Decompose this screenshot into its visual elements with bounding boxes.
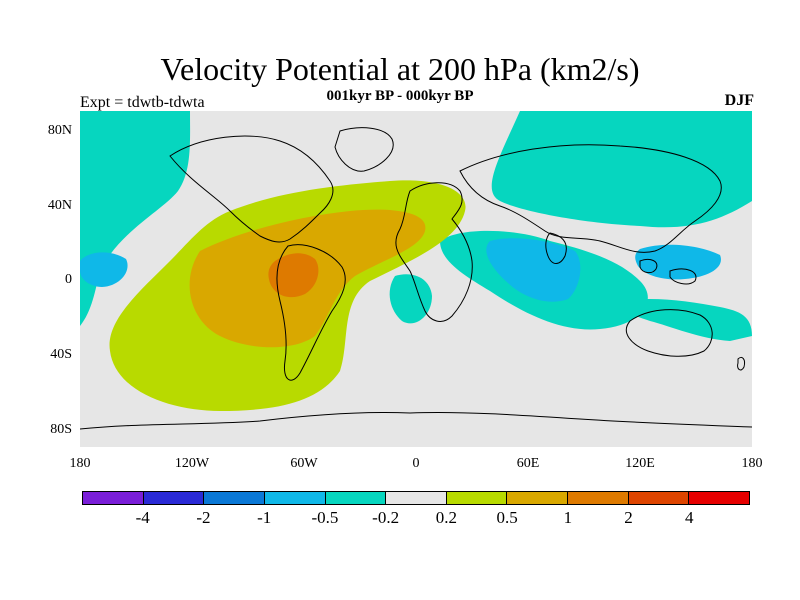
colorbar-cell-4 [325, 492, 387, 504]
colorbar-cell-5 [386, 492, 447, 504]
lat-tick-40s: 40S [50, 347, 72, 362]
colorbar-cell-7 [507, 492, 569, 504]
light-blue-shading [80, 238, 721, 302]
lon-tick-120w: 120W [174, 456, 210, 471]
colorbar-label-3: -0.5 [311, 508, 339, 527]
lat-tick-80n: 80N [47, 123, 72, 138]
colorbar-label-7: 1 [563, 508, 573, 527]
coastlines [80, 127, 752, 430]
positive-shading-high [268, 253, 319, 298]
colorbar-label-6: 0.5 [496, 508, 518, 527]
colorbar-cell-3 [264, 492, 326, 504]
experiment-label: Expt = tdwtb-tdwta [80, 94, 205, 111]
plot-subtitle: 001kyr BP - 000kyr BP [326, 88, 474, 104]
colorbar-cell-2 [204, 492, 265, 504]
colorbar-label-0: -4 [135, 508, 150, 527]
colorbar-label-8: 2 [624, 508, 633, 527]
lat-tick-0: 0 [65, 272, 72, 287]
lon-tick-120e: 120E [625, 456, 655, 471]
lon-tick-180w: 180 [69, 456, 91, 471]
colorbar-label-1: -2 [196, 508, 211, 527]
season-label: DJF [724, 92, 754, 109]
plot-title: Velocity Potential at 200 hPa (km2/s) [160, 51, 640, 87]
lon-tick-0: 0 [412, 456, 420, 471]
colorbar-cell-0 [83, 492, 144, 504]
colorbar-label-4: -0.2 [372, 508, 400, 527]
lat-tick-40n: 40N [47, 198, 72, 213]
colorbar-cell-1 [143, 492, 205, 504]
map-panel [80, 111, 752, 447]
colorbar-cell-8 [568, 492, 629, 504]
colorbar-cell-9 [628, 492, 690, 504]
colorbar-label-2: -1 [257, 508, 272, 527]
colorbar-cell-10 [689, 492, 750, 504]
lon-tick-180e: 180 [741, 456, 763, 471]
colorbar-label-5: 0.2 [435, 508, 457, 527]
map-svg [80, 111, 752, 447]
colorbar-label-9: 4 [685, 508, 694, 527]
lat-tick-80s: 80S [50, 422, 72, 437]
negative-shading [80, 111, 752, 341]
lon-tick-60e: 60E [516, 456, 540, 471]
lon-tick-60w: 60W [290, 456, 318, 471]
colorbar [82, 491, 750, 505]
colorbar-cell-6 [446, 492, 508, 504]
